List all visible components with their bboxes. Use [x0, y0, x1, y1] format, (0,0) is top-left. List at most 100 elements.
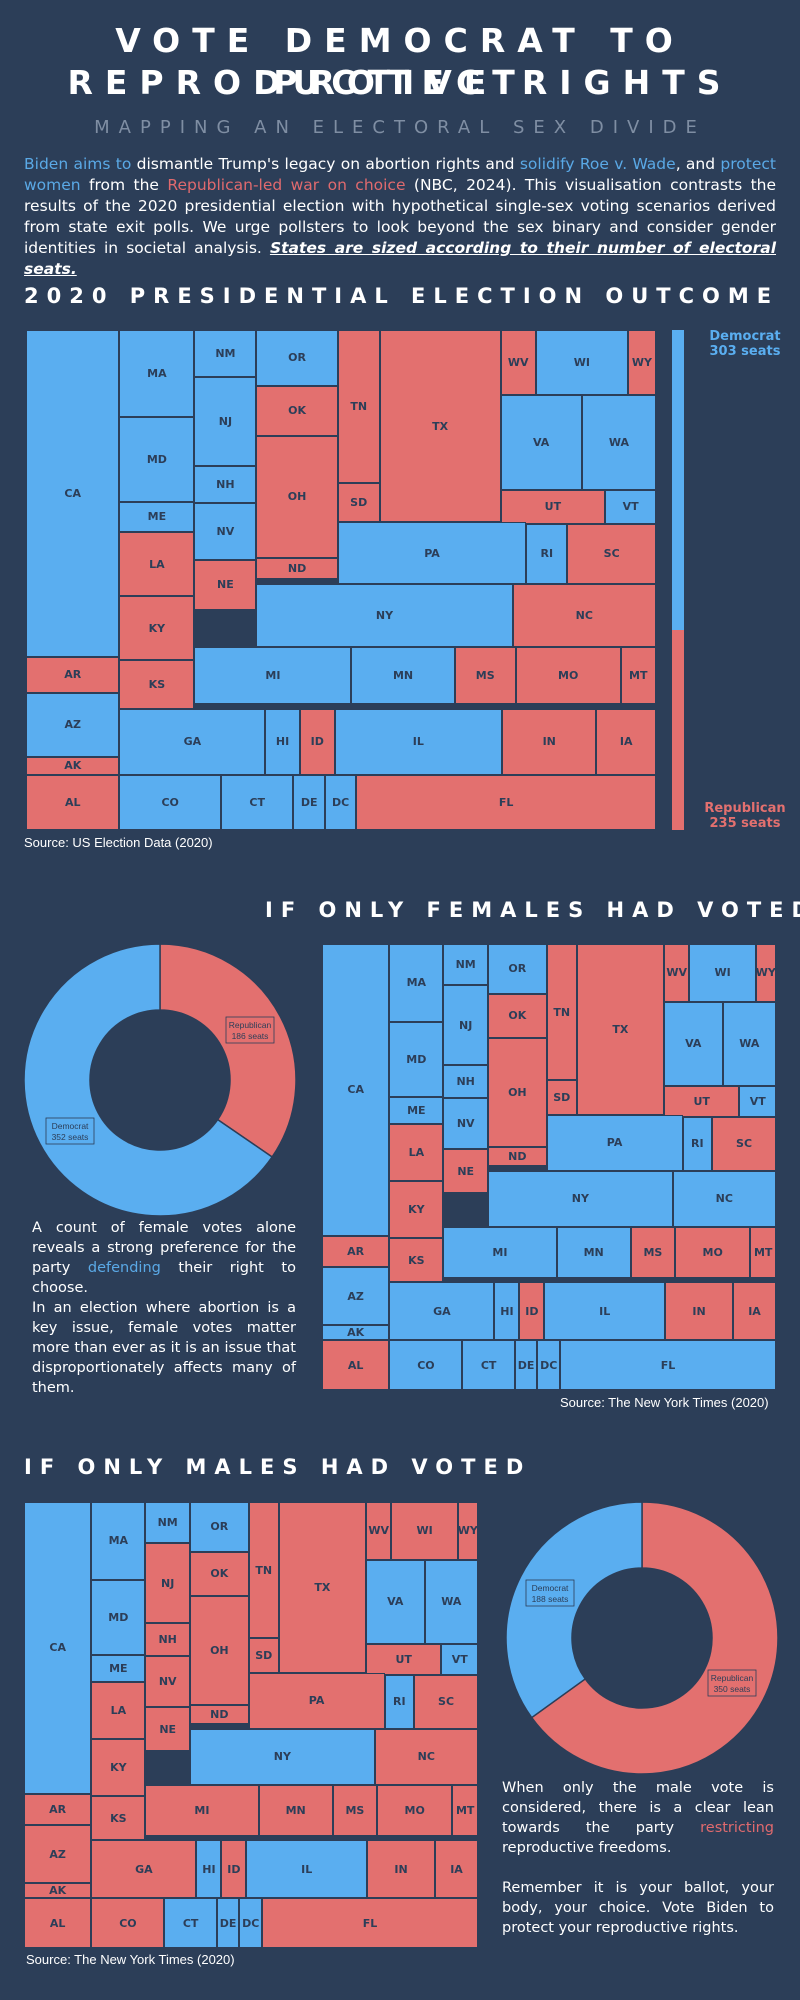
- state-tile-nd: ND: [256, 557, 338, 579]
- state-tile-id: ID: [519, 1282, 545, 1341]
- state-tile-hi: HI: [494, 1282, 520, 1341]
- donut-slice-democrat: [505, 1501, 643, 1719]
- state-tile-mt: MT: [452, 1784, 478, 1836]
- state-tile-az: AZ: [26, 692, 120, 757]
- state-tile-va: VA: [663, 1001, 723, 1087]
- state-tile-md: MD: [389, 1021, 444, 1097]
- state-tile-mi: MI: [443, 1226, 557, 1278]
- state-tile-sc: SC: [414, 1674, 478, 1729]
- state-tile-ri: RI: [384, 1674, 415, 1729]
- intro-text: dismantle Trump's legacy on abortion rig…: [131, 155, 520, 173]
- state-tile-ak: AK: [24, 1882, 92, 1899]
- legend-bar-republican: [672, 630, 684, 830]
- state-tile-ca: CA: [26, 330, 120, 657]
- svg-text:Democrat: Democrat: [52, 1121, 89, 1131]
- svg-text:Republican: Republican: [229, 1020, 272, 1030]
- state-tile-ms: MS: [630, 1226, 675, 1278]
- females-text: A count of female votes alone reveals a …: [32, 1218, 296, 1398]
- state-tile-co: CO: [389, 1340, 463, 1390]
- svg-text:Democrat: Democrat: [532, 1583, 569, 1593]
- state-tile-tn: TN: [337, 330, 380, 483]
- state-tile-ga: GA: [91, 1840, 197, 1899]
- state-tile-mi: MI: [145, 1784, 259, 1836]
- state-tile-ga: GA: [389, 1282, 495, 1341]
- state-tile-ia: IA: [733, 1282, 776, 1341]
- state-tile-nv: NV: [194, 502, 257, 560]
- state-tile-ut: UT: [663, 1086, 740, 1117]
- state-tile-ma: MA: [91, 1502, 146, 1580]
- males-text: When only the male vote is considered, t…: [502, 1778, 774, 1938]
- state-tile-ri: RI: [682, 1116, 713, 1171]
- state-tile-la: LA: [389, 1124, 444, 1182]
- state-tile-dc: DC: [324, 774, 357, 830]
- state-tile-mo: MO: [515, 647, 621, 704]
- state-tile-az: AZ: [322, 1267, 390, 1325]
- state-tile-il: IL: [334, 709, 503, 775]
- state-tile-al: AL: [322, 1340, 390, 1390]
- legend-democrat: Democrat 303 seats: [690, 329, 800, 359]
- state-tile-ny: NY: [256, 584, 513, 647]
- state-tile-nm: NM: [443, 944, 489, 986]
- state-tile-ct: CT: [462, 1340, 515, 1390]
- state-tile-ut: UT: [500, 489, 606, 524]
- state-tile-nh: NH: [194, 466, 257, 503]
- state-tile-in: IN: [502, 709, 597, 775]
- state-tile-nm: NM: [145, 1502, 191, 1544]
- state-tile-or: OR: [256, 330, 338, 386]
- state-tile-tx: TX: [576, 944, 664, 1116]
- state-tile-nm: NM: [194, 330, 257, 377]
- treemap-males: CA AR AZ AK AL MA MD ME LA KY KS NM NJ NH NV NE OR OK OH ND…: [24, 1502, 478, 1948]
- state-tile-ky: KY: [91, 1739, 146, 1797]
- donut-males: Democrat 188 seats Republican 350 seats: [505, 1501, 779, 1775]
- state-tile-in: IN: [665, 1282, 734, 1341]
- state-tile-ar: AR: [322, 1235, 390, 1268]
- state-tile-al: AL: [26, 774, 120, 830]
- state-tile-mi: MI: [194, 647, 352, 704]
- state-tile-id: ID: [221, 1840, 247, 1899]
- state-tile-tx: TX: [379, 330, 501, 522]
- intro-text: from the: [80, 176, 168, 194]
- state-tile-ky: KY: [389, 1181, 444, 1239]
- state-tile-ks: KS: [119, 660, 195, 709]
- svg-text:188 seats: 188 seats: [532, 1594, 569, 1604]
- source-males: Source: The New York Times (2020): [26, 1952, 235, 1967]
- state-tile-ia: IA: [435, 1840, 478, 1899]
- state-tile-or: OR: [190, 1502, 249, 1552]
- state-tile-fl: FL: [356, 774, 656, 830]
- state-tile-vt: VT: [605, 489, 656, 524]
- state-tile-al: AL: [24, 1898, 92, 1948]
- donut-slice-democrat: [23, 943, 274, 1217]
- donut-slice-republican: [159, 943, 297, 1158]
- state-tile-ok: OK: [256, 385, 338, 436]
- state-tile-nv: NV: [145, 1655, 191, 1707]
- state-tile-nd: ND: [488, 1146, 547, 1167]
- svg-text:352 seats: 352 seats: [52, 1132, 89, 1142]
- state-tile-me: ME: [119, 501, 195, 532]
- state-tile-or: OR: [488, 944, 547, 994]
- section-heading-females: IF ONLY FEMALES HAD VOTED: [265, 898, 800, 922]
- intro-highlight: Republican-led war on choice: [167, 176, 406, 194]
- state-tile-fl: FL: [560, 1340, 776, 1390]
- state-tile-pa: PA: [248, 1673, 385, 1729]
- state-tile-wa: WA: [581, 394, 656, 490]
- males-text-part: reproductive freedoms.: [502, 1840, 672, 1856]
- males-text-highlight: restricting: [700, 1820, 774, 1836]
- state-tile-sd: SD: [248, 1638, 279, 1674]
- state-tile-nh: NH: [443, 1065, 489, 1098]
- state-tile-ca: CA: [24, 1502, 92, 1794]
- state-tile-mn: MN: [556, 1226, 631, 1278]
- females-text-part: A count of female votes alone reveals a …: [32, 1220, 296, 1276]
- state-tile-nc: NC: [512, 584, 656, 647]
- page-title-line1: VOTE DEMOCRAT TO PROTECT: [115, 21, 685, 102]
- state-tile-tn: TN: [546, 944, 577, 1081]
- state-tile-me: ME: [389, 1096, 444, 1125]
- state-tile-mt: MT: [620, 647, 656, 704]
- state-tile-ny: NY: [488, 1170, 673, 1227]
- state-tile-ne: NE: [194, 559, 257, 610]
- state-tile-vt: VT: [739, 1086, 776, 1117]
- treemap-2020: CA AR AZ AK AL MA MD ME LA KY KS NM NJ NH NV NE OR OK OH ND…: [26, 330, 656, 830]
- state-tile-ga: GA: [119, 709, 266, 775]
- state-tile-dc: DC: [239, 1898, 263, 1948]
- state-tile-vt: VT: [441, 1644, 478, 1675]
